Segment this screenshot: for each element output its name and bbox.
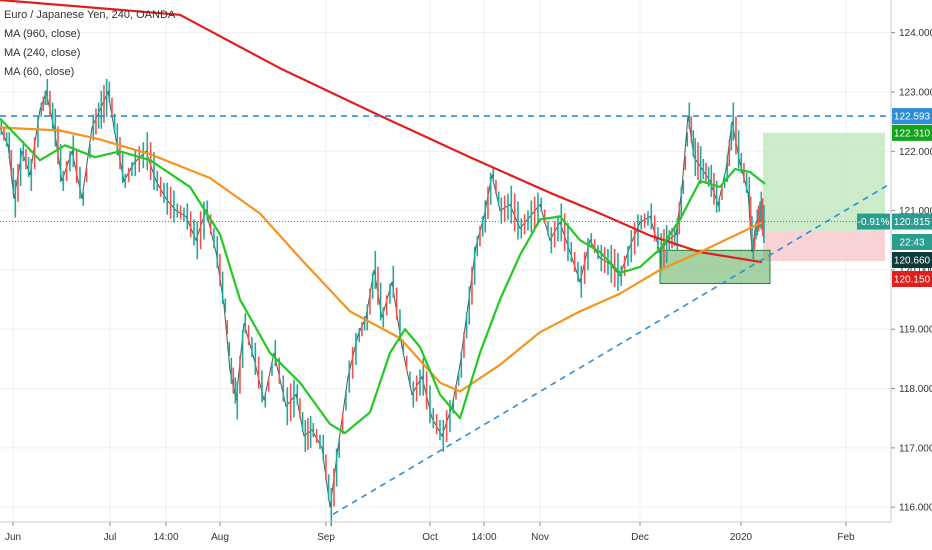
support-box <box>659 249 771 285</box>
trend-line[interactable] <box>332 183 891 515</box>
series-ma-240 <box>0 126 763 393</box>
y-tick-label: 116.000 <box>899 503 932 514</box>
price-tags: 122.593 122.310 120.815 22:43 120.660 120.150… <box>857 108 932 287</box>
price-tag <box>892 213 932 230</box>
x-tick-label: Jun <box>5 532 21 543</box>
y-tick-label: 121.000 <box>899 206 932 217</box>
price-tag <box>892 271 932 287</box>
x-tick-label: Feb <box>837 532 855 543</box>
price-tag-label: 120.150 <box>894 275 931 286</box>
percent-badge <box>857 213 890 230</box>
price-tag-label: 122.593 <box>894 112 931 123</box>
y-tick-label: 119.000 <box>899 325 932 336</box>
price-tag <box>892 234 932 250</box>
y-tick-label: 117.000 <box>899 443 932 454</box>
price-tag <box>892 252 932 268</box>
x-tick-label: Aug <box>211 532 229 543</box>
drawn-lines <box>0 115 891 515</box>
y-tick-label: 120.000 <box>899 265 932 276</box>
x-tick-label: Dec <box>631 532 649 543</box>
moving-averages <box>0 0 766 435</box>
x-tick-label: Nov <box>531 532 549 543</box>
price-tag-label: 120.660 <box>894 256 931 267</box>
legend-ma-960: MA (960, close) <box>4 28 81 40</box>
chart-legend: Euro / Japanese Yen, 240, OANDA MA (960,… <box>4 6 175 82</box>
y-tick-label: 122.000 <box>899 147 932 158</box>
x-tick-label: Oct <box>422 532 438 543</box>
series-ma-960 <box>0 0 763 264</box>
y-tick-label: 118.000 <box>899 384 932 395</box>
price-tag-label: 22:43 <box>899 238 924 249</box>
x-tick-label: 14:00 <box>471 532 496 543</box>
price-series <box>0 78 765 527</box>
x-tick-label: 14:00 <box>153 532 178 543</box>
y-tick-label: 124.000 <box>899 28 932 39</box>
chart-title: Euro / Japanese Yen, 240, OANDA <box>4 9 176 21</box>
price-tag <box>892 124 932 141</box>
percent-label: -0.91% <box>858 217 890 228</box>
price-tag-label: 122.310 <box>894 128 931 139</box>
x-tick-label: Sep <box>317 532 335 543</box>
price-tag-label: 120.815 <box>894 217 931 228</box>
legend-ma-240: MA (240, close) <box>4 47 81 59</box>
x-tick-label: Jul <box>104 532 117 543</box>
price-tag <box>892 108 932 125</box>
price-line <box>0 90 765 508</box>
long-stop-zone <box>763 230 885 261</box>
y-tick-label: 123.000 <box>899 87 932 98</box>
legend-ma-60: MA (60, close) <box>4 66 75 78</box>
x-tick-label: 2020 <box>730 532 753 543</box>
series-ma-60 <box>0 117 766 435</box>
